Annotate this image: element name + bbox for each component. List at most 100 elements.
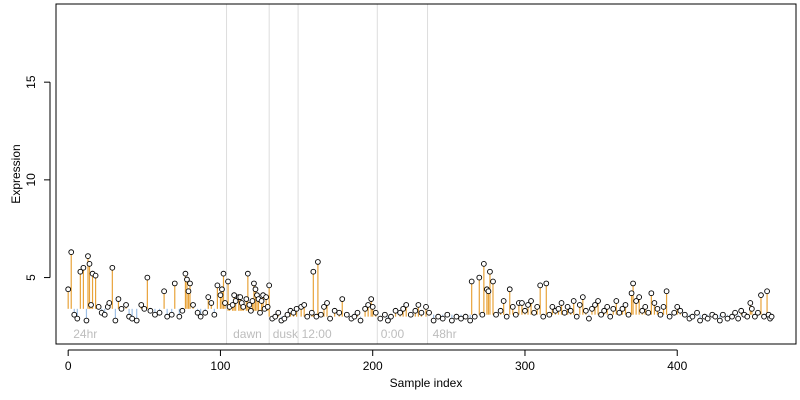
data-point-194 [648, 290, 655, 297]
data-point-178 [601, 307, 607, 314]
data-point-128 [444, 311, 451, 318]
data-point-105 [357, 317, 364, 324]
data-point-80 [275, 309, 282, 316]
data-point-52 [222, 300, 228, 306]
data-point-180 [607, 313, 614, 320]
data-point-144 [497, 307, 504, 314]
data-point-85 [290, 309, 297, 316]
data-point-168 [570, 298, 577, 304]
data-point-95 [321, 304, 327, 310]
data-point-31 [161, 288, 167, 295]
y-tick-label-2: 15 [24, 75, 38, 89]
segment-label-4: 0:00 [381, 327, 405, 341]
data-point-181 [610, 305, 617, 312]
data-point-137 [479, 311, 486, 318]
data-point-174 [589, 305, 595, 312]
data-point-213 [717, 317, 723, 324]
y-axis: 5 10 15 [24, 75, 51, 281]
data-point-66 [249, 298, 256, 304]
data-point-99 [336, 309, 343, 316]
data-point-47 [211, 311, 218, 318]
data-point-223 [748, 305, 755, 312]
expression-points [65, 249, 775, 324]
data-point-91 [310, 268, 317, 275]
segment-label-3: 12:00 [302, 327, 332, 341]
data-point-195 [651, 300, 658, 306]
data-point-193 [645, 309, 652, 316]
data-point-127 [439, 315, 446, 322]
data-point-119 [407, 311, 414, 318]
segment-label-0: 24hr [73, 327, 97, 341]
data-point-39 [185, 288, 192, 295]
data-point-104 [354, 309, 361, 316]
data-point-3 [74, 315, 81, 322]
data-point-212 [712, 313, 719, 320]
data-point-116 [397, 309, 403, 316]
data-point-14 [101, 311, 108, 318]
segment-label-2: dusk [273, 327, 299, 341]
data-point-217 [732, 309, 738, 316]
data-point-210 [704, 315, 711, 322]
data-point-89 [304, 313, 311, 320]
data-point-0 [65, 286, 72, 293]
data-point-45 [205, 294, 212, 300]
data-point-108 [368, 296, 375, 302]
data-point-184 [619, 305, 626, 312]
data-point-71 [257, 309, 263, 316]
segment-label-1: dawn [233, 327, 262, 341]
y-tick-label-0: 5 [24, 274, 38, 281]
data-point-222 [747, 300, 754, 306]
data-point-135 [471, 313, 478, 320]
data-point-208 [697, 317, 703, 324]
data-point-114 [388, 313, 394, 320]
data-point-156 [534, 304, 541, 310]
data-point-23 [129, 315, 135, 322]
data-point-227 [761, 313, 767, 320]
data-point-131 [458, 315, 464, 322]
data-point-143 [493, 311, 499, 318]
data-point-166 [564, 304, 571, 310]
data-point-154 [528, 298, 534, 304]
data-point-130 [453, 313, 460, 320]
data-point-126 [435, 313, 442, 320]
data-point-177 [598, 311, 604, 318]
data-point-59 [237, 294, 244, 300]
segment-labels: 24hr dawn dusk 12:00 0:00 48hr [73, 327, 456, 341]
data-point-94 [318, 311, 324, 318]
data-point-5 [80, 264, 87, 271]
data-point-138 [481, 261, 487, 267]
y-tick-label-1: 10 [24, 173, 38, 187]
data-point-215 [724, 315, 731, 322]
data-point-90 [308, 309, 315, 316]
data-point-198 [660, 304, 667, 310]
data-point-30 [156, 309, 163, 316]
data-point-133 [467, 317, 474, 324]
data-point-134 [468, 278, 475, 285]
data-point-62 [243, 296, 250, 302]
data-point-226 [758, 292, 764, 298]
data-point-214 [720, 311, 726, 318]
data-point-176 [595, 298, 601, 304]
data-point-18 [112, 317, 119, 324]
data-point-49 [217, 292, 224, 298]
data-point-155 [531, 309, 537, 316]
data-point-124 [426, 309, 432, 316]
data-point-82 [281, 315, 288, 322]
data-point-103 [351, 313, 358, 320]
data-point-224 [752, 313, 758, 320]
data-point-42 [194, 309, 201, 316]
data-point-112 [382, 311, 388, 318]
data-point-165 [561, 309, 568, 316]
data-point-161 [549, 304, 556, 310]
data-point-123 [423, 304, 429, 310]
data-point-34 [171, 280, 178, 287]
data-point-72 [258, 298, 265, 304]
data-point-38 [184, 276, 190, 283]
data-point-77 [266, 282, 273, 289]
data-point-151 [519, 300, 525, 306]
data-point-179 [604, 304, 611, 310]
data-point-100 [339, 296, 346, 302]
data-point-97 [327, 315, 333, 322]
data-point-202 [674, 304, 681, 310]
